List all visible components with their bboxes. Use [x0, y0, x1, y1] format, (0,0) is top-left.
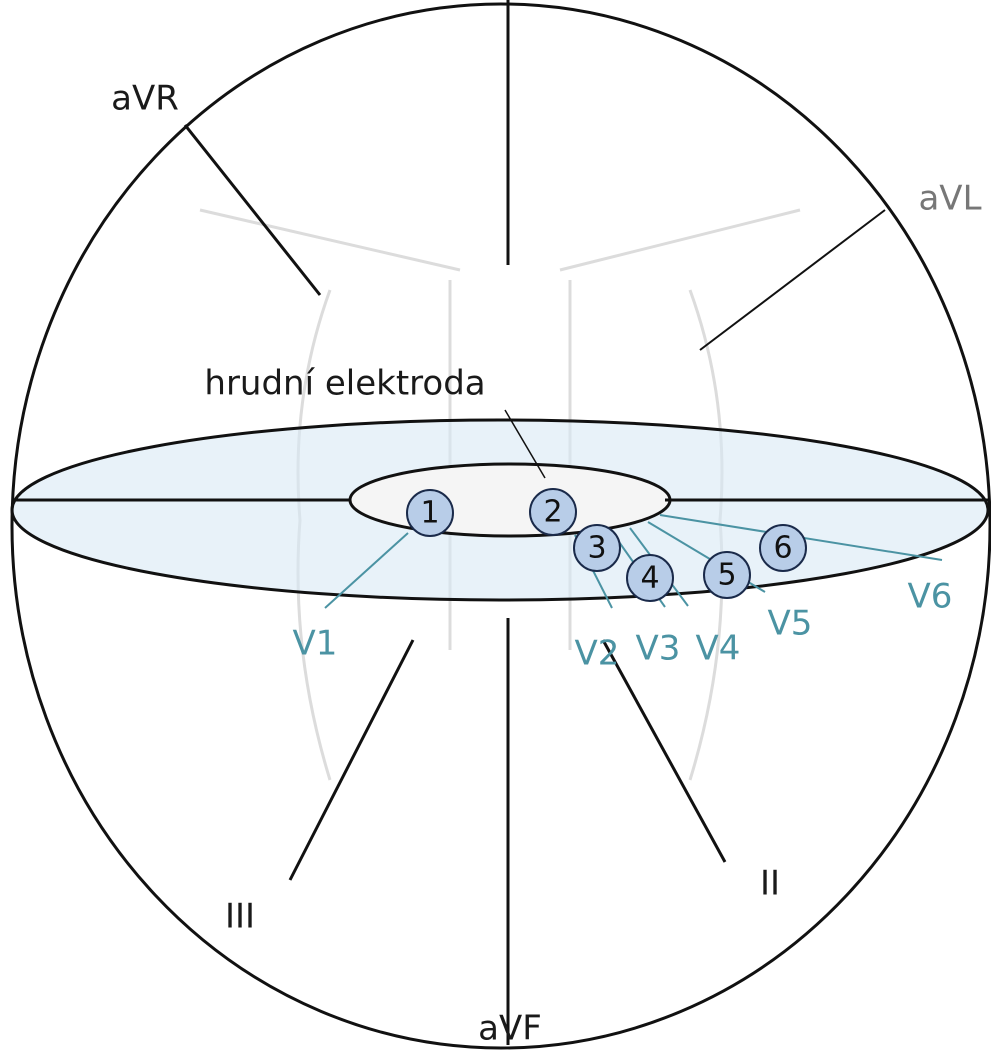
electrode [626, 554, 674, 602]
electrode-number: 6 [773, 531, 792, 566]
electrode [406, 489, 454, 537]
lead-lines [12, 0, 990, 1045]
chest-lead-label: V5 [768, 604, 813, 644]
electrode-number: 1 [420, 496, 439, 531]
lead-label: aVL [918, 179, 981, 219]
electrode [529, 488, 577, 536]
lead-line [699, 209, 886, 351]
electrode-number: 5 [717, 558, 736, 593]
electrode-number: 2 [543, 495, 562, 530]
lead-label: II [760, 864, 780, 904]
lead-line [288, 639, 415, 881]
lead-label: aVF [478, 1009, 542, 1049]
chest-label: hrudní elektroda [204, 364, 485, 404]
electrodes: 1 V1 2 V2 3 V3 4 V4 5 V5 6 V6 [293, 488, 953, 674]
chest-lead-label: V1 [293, 624, 338, 664]
chest-lead-label: V4 [696, 629, 741, 669]
lead-label: aVR [111, 79, 179, 119]
electrode-number: 3 [587, 531, 606, 566]
electrode [703, 551, 751, 599]
electrode [573, 524, 621, 572]
inner-ellipse [348, 462, 672, 538]
chest-lead-label: V3 [636, 629, 681, 669]
electrode [759, 524, 807, 572]
chest-lead-label: V2 [575, 634, 620, 674]
electrode-number: 4 [640, 561, 659, 596]
lead-line [183, 124, 322, 296]
chest-lead-label: V6 [908, 577, 953, 617]
outer-circle [10, 2, 991, 1050]
lead-label: III [225, 897, 255, 937]
chest-line [324, 532, 409, 609]
leader-line [504, 409, 546, 479]
lead-line [601, 639, 727, 863]
